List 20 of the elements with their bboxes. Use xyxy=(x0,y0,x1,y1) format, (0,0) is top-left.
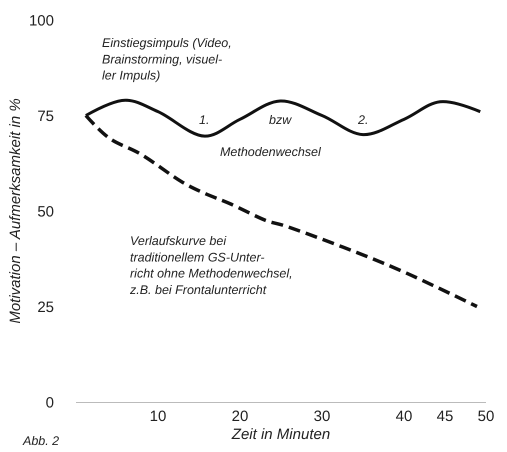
caption: Abb. 2 xyxy=(22,434,60,448)
annotation: 2. xyxy=(357,113,368,127)
y-axis-title: Motivation – Aufmerksamkeit in % xyxy=(7,98,24,324)
x-tick-label: 45 xyxy=(436,408,454,425)
y-tick-label: 75 xyxy=(37,108,54,125)
annotation: Methodenwechsel xyxy=(220,145,322,159)
annotation: Verlaufskurve bei traditionellem GS-Unter- richt ohne Methodenwechsel, z.B. bei Frontalunterricht xyxy=(129,234,293,297)
annotation: 1. xyxy=(199,113,210,127)
y-tick-label: 50 xyxy=(37,203,54,220)
x-tick-label: 50 xyxy=(478,408,494,425)
y-tick-label: 0 xyxy=(46,394,54,412)
annotation: Einstiegsimpuls (Video, Brainstorming, visuel- ler Impuls) xyxy=(102,36,232,82)
x-tick-label: 10 xyxy=(150,408,166,425)
x-tick-label: 30 xyxy=(314,408,330,425)
x-axis-title: Zeit in Minuten xyxy=(230,426,330,443)
x-tick-label: 20 xyxy=(232,408,248,425)
y-tick-label: 25 xyxy=(37,298,54,316)
x-tick-label: 40 xyxy=(396,408,412,425)
annotation: bzw xyxy=(269,113,292,127)
y-tick-label: 100 xyxy=(28,12,54,30)
